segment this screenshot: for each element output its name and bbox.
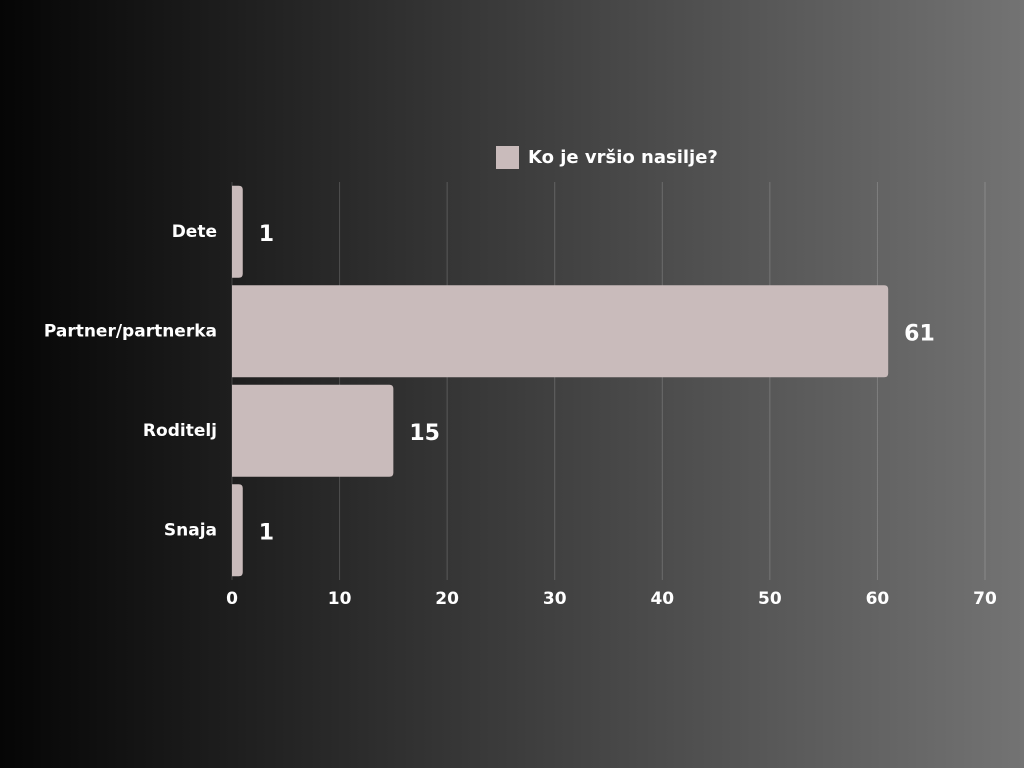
x-tick-label: 20 [435,589,459,609]
bar [232,484,243,577]
y-tick-label: Roditelj [143,421,217,441]
bar [232,384,394,477]
x-tick-label: 10 [328,589,352,609]
value-label: 61 [904,321,935,346]
x-tick-label: 50 [758,589,782,609]
x-tick-label: 30 [543,589,567,609]
x-tick-label: 0 [226,589,238,609]
value-label: 1 [259,222,274,247]
legend-swatch [496,146,519,169]
x-tick-label: 60 [866,589,890,609]
x-tick-label: 40 [650,589,674,609]
bar [232,185,243,278]
value-label: 15 [409,421,440,446]
y-tick-label: Partner/partnerka [44,321,217,341]
bar [232,285,889,378]
y-tick-label: Dete [172,222,217,242]
y-tick-label: Snaja [164,520,217,540]
value-label: 1 [259,520,274,545]
x-tick-label: 70 [973,589,997,609]
legend-label: Ko je vršio nasilje? [528,147,718,168]
